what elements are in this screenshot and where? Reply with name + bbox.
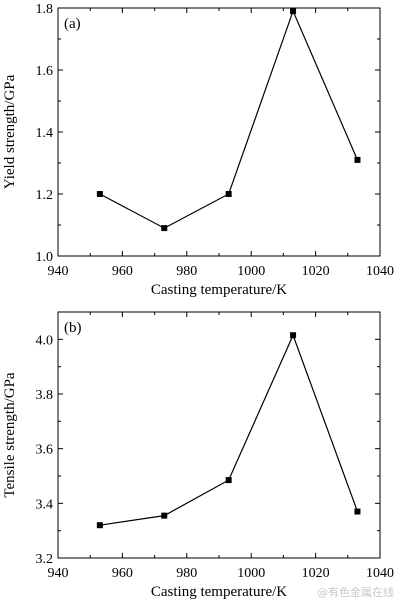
x-tick-label: 940 xyxy=(48,566,69,581)
data-point-marker xyxy=(354,508,361,515)
y-tick-label: 1.4 xyxy=(36,126,54,141)
watermark-text: @有色金属在线 xyxy=(317,586,394,599)
y-tick-label: 1.2 xyxy=(36,188,54,203)
data-point-marker xyxy=(161,512,168,519)
y-tick-label: 1.8 xyxy=(36,2,54,17)
y-tick-label: 3.6 xyxy=(36,443,54,458)
data-point-marker xyxy=(96,191,103,197)
plot-frame xyxy=(57,311,381,559)
y-tick-label: 4.0 xyxy=(36,333,54,348)
x-tick-label: 1040 xyxy=(366,566,394,581)
chart-panel-b: 940 960 980 1000 1020 1040 3.2 3.4 3.6 3.8 4.0 Cast… xyxy=(2,311,394,600)
panel-label: (b) xyxy=(64,320,82,336)
x-tick-label: 1000 xyxy=(237,566,265,581)
series-line xyxy=(99,333,359,526)
y-axis-label: Tensile strength/GPa xyxy=(2,372,18,498)
x-tick-label: 1020 xyxy=(302,566,330,581)
data-point-marker xyxy=(290,332,297,339)
y-tick-label: 3.8 xyxy=(36,388,54,403)
x-tick-label: 960 xyxy=(112,566,133,581)
data-point-marker xyxy=(96,522,103,529)
panel-label: (a) xyxy=(64,16,81,32)
y-tick-label: 3.2 xyxy=(36,552,54,567)
y-tick-label: 1.6 xyxy=(36,64,54,79)
x-tick-label: 980 xyxy=(176,264,197,279)
y-axis-label: Yield strength/GPa xyxy=(2,74,18,189)
y-tick-label: 3.4 xyxy=(36,497,54,512)
x-tick-label: 960 xyxy=(112,264,133,279)
data-point-marker xyxy=(225,477,232,484)
x-tick-label: 1020 xyxy=(302,264,330,279)
x-axis-label: Casting temperature/K xyxy=(151,282,287,298)
data-point-marker xyxy=(354,156,361,163)
chart-panel-a: 940 960 980 1000 1020 1040 1.0 1.2 1.4 1.6 1.8 Cast… xyxy=(2,2,394,298)
data-point-marker xyxy=(161,225,168,232)
data-point-marker xyxy=(290,8,297,15)
x-tick-label: 1040 xyxy=(366,264,394,279)
x-tick-label: 940 xyxy=(48,264,69,279)
x-tick-label: 980 xyxy=(176,566,197,581)
plot-frame xyxy=(57,7,381,257)
x-axis-label: Casting temperature/K xyxy=(151,584,287,600)
data-point-marker xyxy=(225,191,232,197)
x-tick-label: 1000 xyxy=(237,264,265,279)
y-tick-label: 1.0 xyxy=(36,250,54,265)
